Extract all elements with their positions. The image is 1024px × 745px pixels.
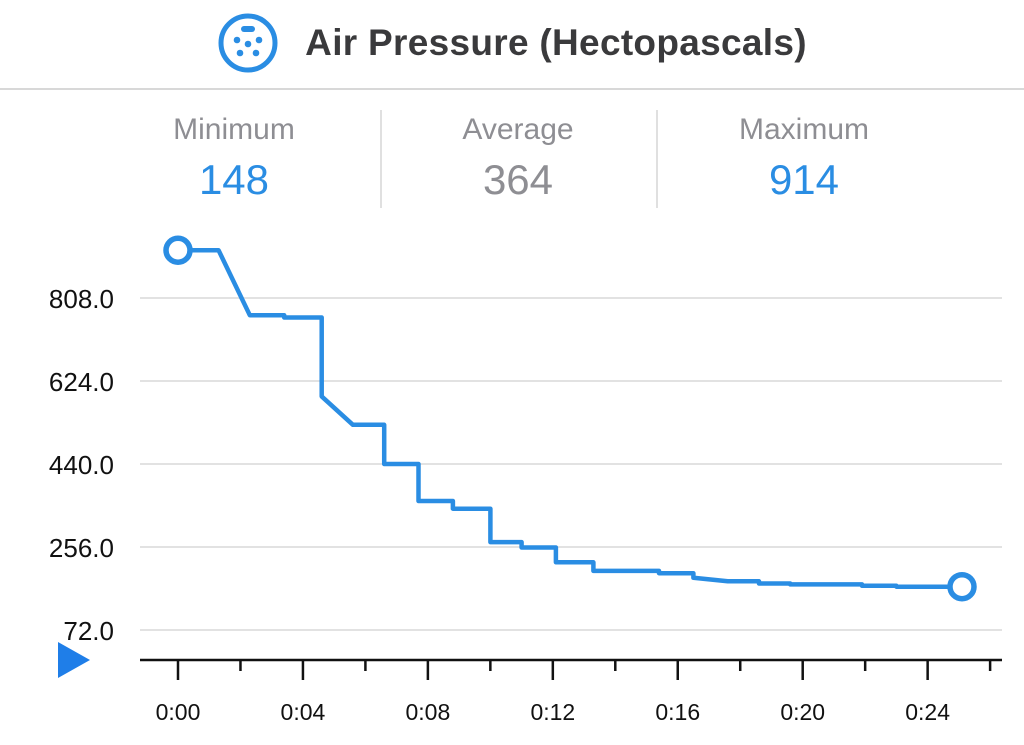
stat-average-value: 364	[482, 156, 554, 203]
x-tick-label: 0:20	[780, 699, 825, 725]
stat-minimum-value: 148	[198, 156, 270, 203]
x-tick-label: 0:24	[905, 699, 950, 725]
series-line	[175, 248, 965, 589]
y-tick-label: 256.0	[49, 533, 114, 563]
y-tick-label: 624.0	[49, 367, 114, 397]
stats-panel: Minimum 148 Average 364 Maximum 914	[96, 100, 916, 220]
marker-layer	[163, 235, 977, 602]
stat-maximum-value: 914	[768, 156, 840, 203]
chart-title: Air Pressure (Hectopascals)	[305, 22, 807, 63]
stat-average: Average 364	[380, 112, 656, 206]
stat-minimum-label: Minimum	[173, 113, 295, 146]
stat-divider	[656, 110, 658, 208]
series-layer	[175, 248, 965, 589]
x-tick-label: 0:12	[530, 699, 575, 725]
chart-header: Air Pressure (Hectopascals)	[0, 0, 1024, 86]
stat-maximum: Maximum 914	[666, 112, 942, 206]
stat-average-label: Average	[462, 113, 574, 146]
stat-minimum: Minimum 148	[96, 112, 372, 206]
start-marker[interactable]	[163, 235, 193, 266]
header-divider	[0, 88, 1024, 90]
x-tick-label: 0:16	[655, 699, 700, 725]
end-marker[interactable]	[947, 571, 977, 602]
stat-maximum-label: Maximum	[738, 113, 869, 146]
play-icon[interactable]	[58, 642, 90, 678]
x-tick-label: 0:00	[156, 699, 201, 725]
stat-divider	[380, 110, 382, 208]
y-tick-label: 808.0	[49, 284, 114, 314]
sensor-icon	[218, 13, 278, 73]
x-tick-label: 0:08	[405, 699, 450, 725]
y-axis-labels: 72.0 256.0 440.0 624.0 808.0	[49, 284, 114, 646]
x-tick-label: 0:04	[281, 699, 326, 725]
y-tick-label: 72.0	[63, 616, 114, 646]
x-axis: 0:00 0:04 0:08 0:12 0:16 0:20 0:24	[140, 658, 1002, 725]
y-tick-label: 440.0	[49, 450, 114, 480]
grid-layer	[140, 297, 1002, 631]
